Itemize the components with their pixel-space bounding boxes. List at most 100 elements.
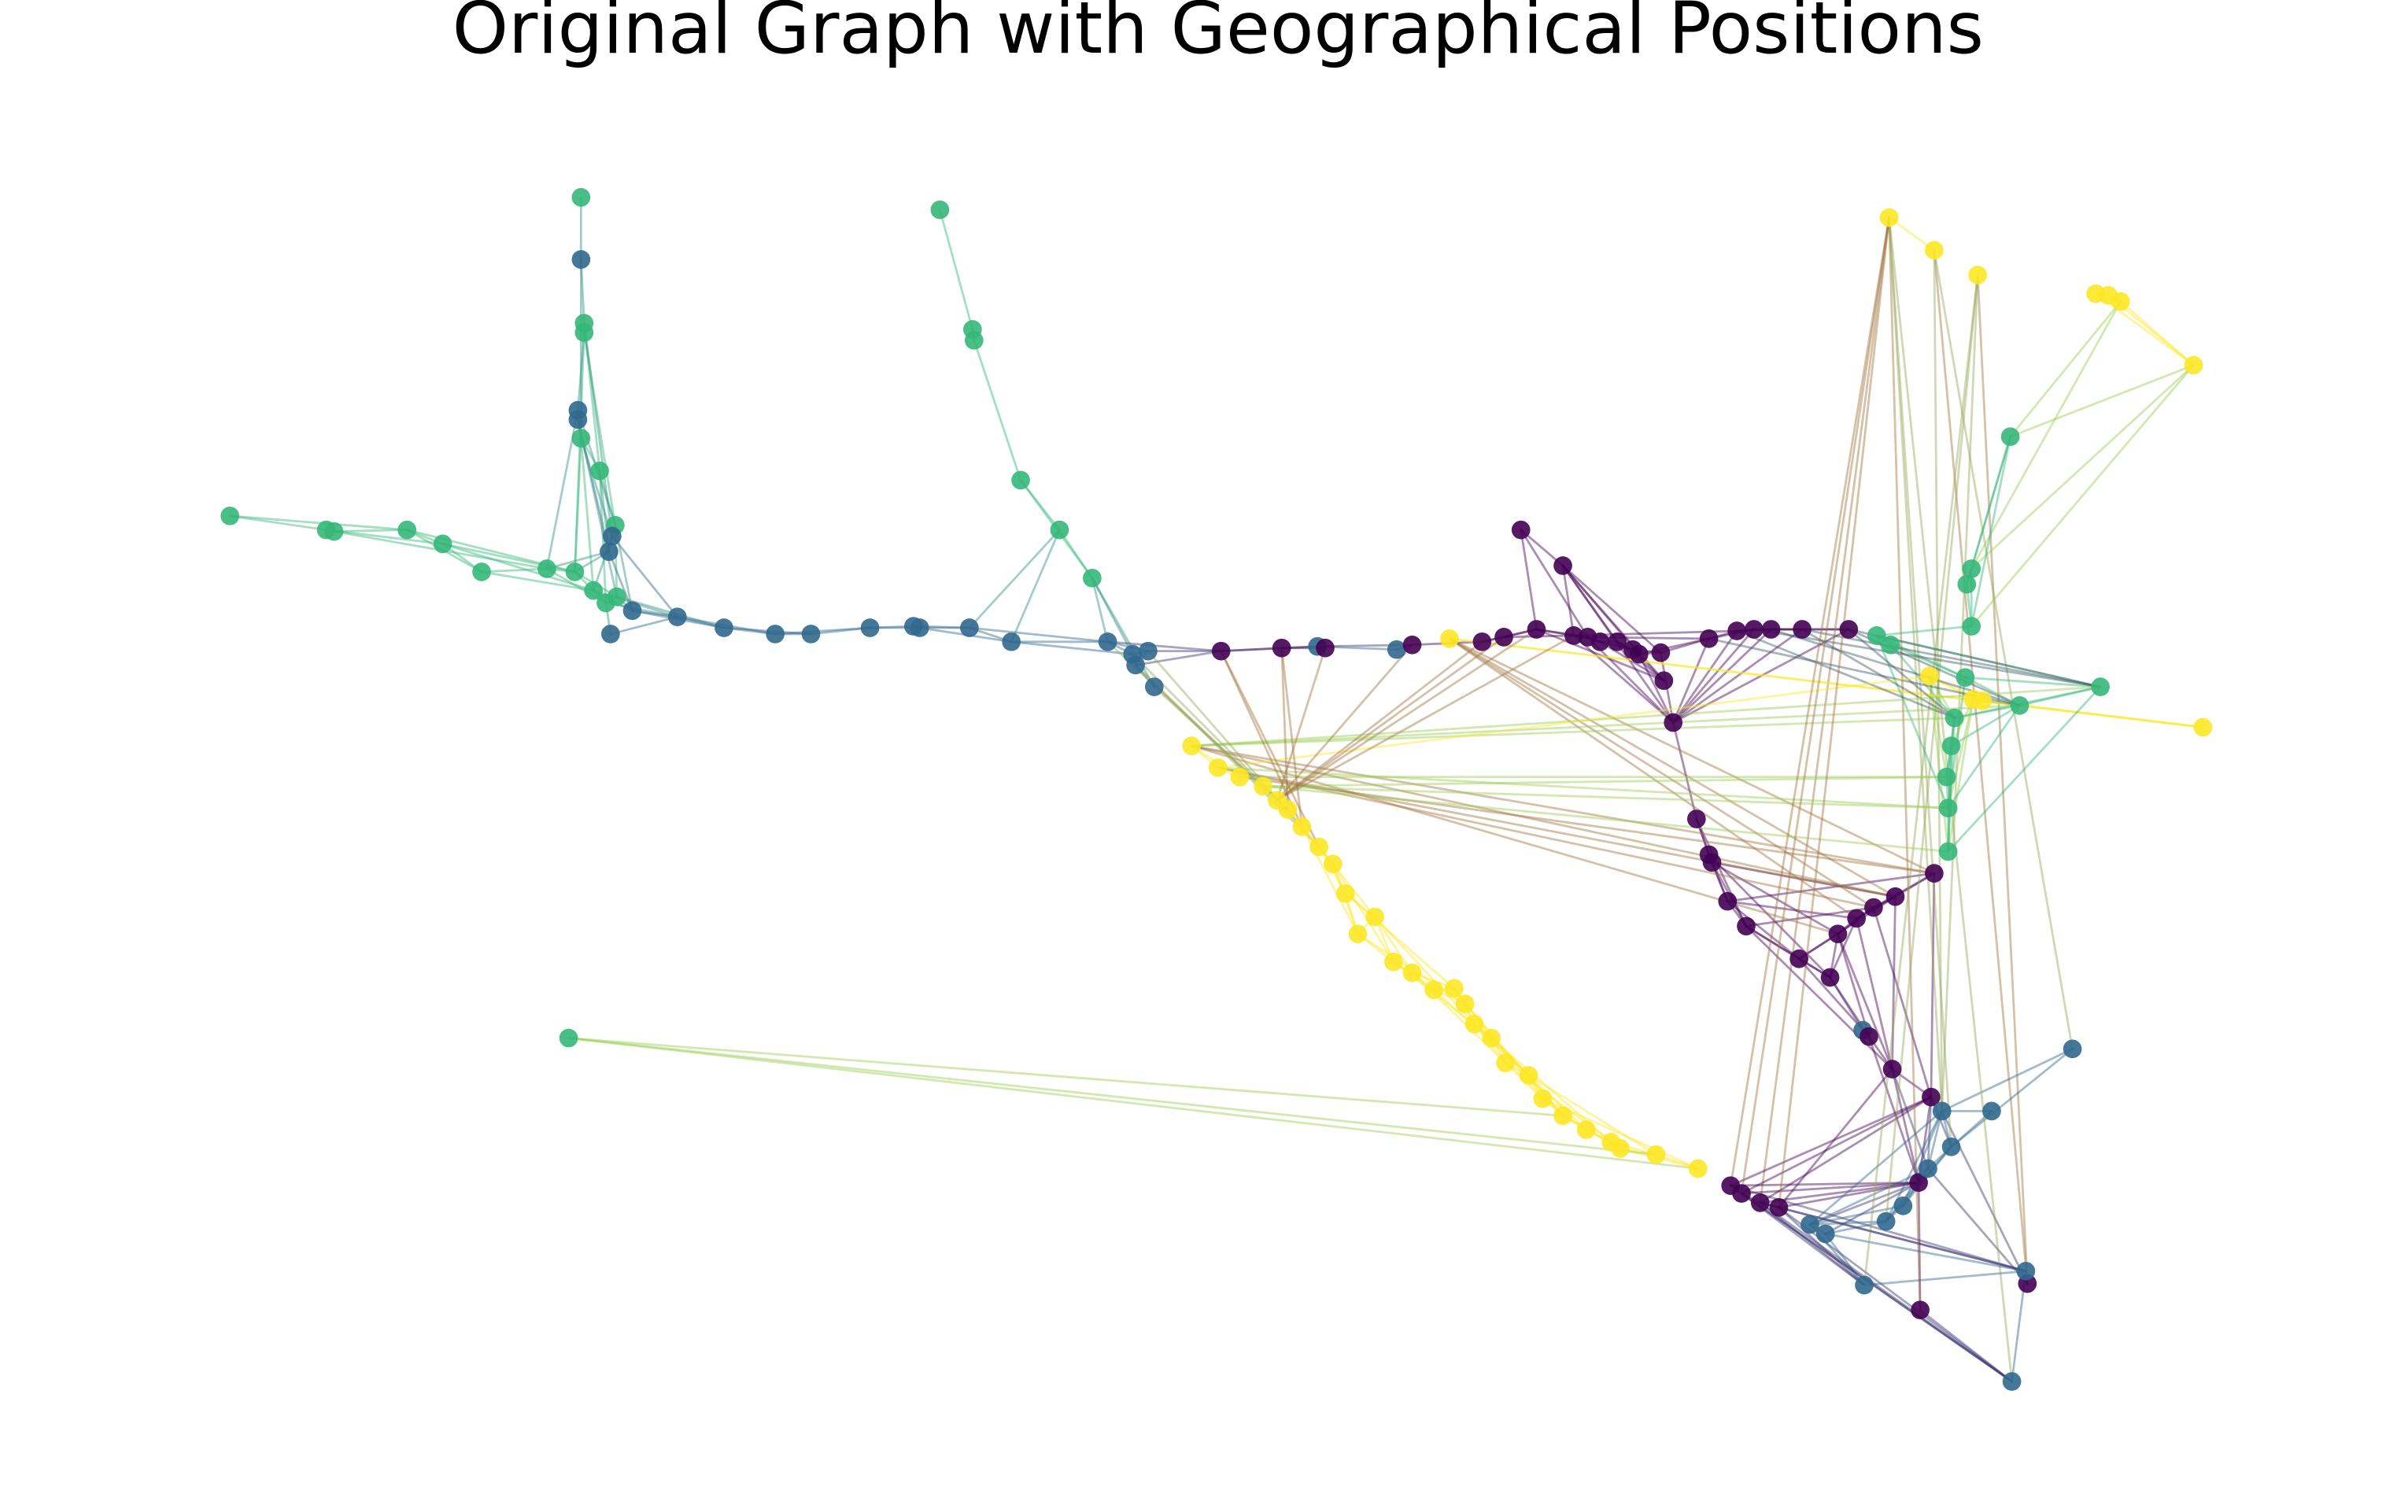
graph-edge — [1711, 861, 1896, 898]
graph-edge — [1448, 637, 1984, 703]
graph-node-green — [2091, 677, 2110, 696]
graph-edge — [1010, 640, 1134, 655]
graph-edge — [1933, 249, 2029, 1285]
graph-node-yellow — [1292, 817, 1312, 836]
graph-edge — [1917, 1181, 1922, 1311]
graph-node-purple — [1699, 629, 1719, 648]
graph-node-purple — [1718, 891, 1738, 911]
graph-edge — [325, 529, 445, 545]
graph-edge — [545, 550, 611, 570]
graph-node-purple — [1922, 1087, 1941, 1107]
graph-edge — [582, 331, 617, 527]
graph-edge — [480, 570, 595, 592]
graph-edge — [1889, 644, 1967, 679]
graph-edge — [1217, 766, 1896, 898]
graph-edge — [574, 331, 585, 573]
nodes-layer — [220, 188, 2213, 1391]
graph-edge — [1726, 900, 1858, 920]
graph-node-blue — [2063, 1039, 2082, 1059]
graph-edge — [1695, 817, 1748, 927]
graph-edge — [1928, 674, 1950, 853]
graph-edge — [1561, 564, 1665, 682]
graph-node-green — [571, 429, 591, 448]
graph-node-yellow — [1646, 1145, 1666, 1164]
graph-node-blue — [2002, 1372, 2022, 1391]
graph-node-purple — [1793, 620, 1812, 639]
graph-node-purple — [1702, 853, 1722, 872]
graph-edge — [611, 535, 679, 618]
graph-edge — [1970, 435, 2011, 628]
graph-node-purple — [1527, 620, 1546, 639]
graph-edge — [1778, 216, 1891, 1209]
graph-edge — [2119, 300, 2195, 367]
graph-edge — [1970, 363, 2195, 628]
graph-edge — [1276, 647, 1327, 802]
graph-edge — [1671, 628, 1850, 724]
graph-edge — [1217, 674, 1931, 769]
graph-node-blue — [1126, 655, 1145, 675]
graph-node-purple — [1629, 644, 1649, 664]
graph-node-purple — [1564, 626, 1583, 645]
graph-node-blue — [766, 625, 785, 644]
graph-node-blue — [1139, 641, 1158, 661]
graph-edge — [1708, 854, 1831, 979]
graph-edge — [1726, 872, 1936, 903]
graph-node-blue — [801, 625, 821, 644]
graph-edge — [1010, 529, 1061, 644]
graph-edge — [1759, 1201, 2027, 1273]
graph-edge — [1220, 647, 1283, 653]
graph-edge — [939, 208, 974, 331]
graph-edge — [228, 514, 408, 531]
graph-edge — [1561, 564, 1575, 637]
graph-edge — [1671, 628, 1804, 724]
graph-edge — [577, 331, 585, 411]
graph-edge — [1220, 645, 1319, 653]
graph-node-purple — [1402, 635, 1422, 655]
chart-title: Original Graph with Geographical Positio… — [452, 0, 1984, 70]
graph-node-blue — [601, 625, 620, 644]
graph-edge — [1019, 478, 1061, 531]
graph-node-green — [1867, 626, 1886, 645]
graph-node-green — [1941, 736, 1961, 756]
graph-edge — [1276, 628, 1538, 802]
graph-node-yellow — [1611, 1138, 1630, 1158]
graph-node-green — [559, 1028, 578, 1048]
graph-edge — [1888, 216, 1952, 1149]
graph-edge — [1855, 917, 1893, 1071]
graph-node-green — [584, 581, 603, 600]
graph-edge — [1671, 721, 1698, 821]
graph-node-purple — [1885, 887, 1905, 906]
graph-node-yellow — [1402, 963, 1422, 983]
graph-node-green — [1938, 798, 1958, 818]
graph-node-green — [565, 562, 585, 581]
graph-edge — [1947, 744, 1952, 853]
graph-edge — [1947, 704, 2021, 809]
graph-edge — [1888, 216, 1944, 1112]
graph-edge — [1220, 650, 1303, 828]
graph-node-green — [1050, 520, 1069, 540]
graph-node-blue — [715, 618, 733, 637]
graph-edge — [577, 418, 619, 598]
graph-node-green — [1962, 559, 1981, 578]
graph-edge — [1824, 1181, 1920, 1235]
graph-edge — [1963, 676, 2102, 688]
graph-edge — [1190, 744, 1896, 898]
graph-edge — [579, 437, 595, 592]
graph-node-yellow — [2111, 292, 2130, 312]
graph-edge — [1740, 1181, 1920, 1195]
graph-edge — [1926, 1096, 1933, 1170]
graph-edge — [1928, 674, 1948, 779]
graph-edge — [1863, 274, 1979, 1286]
graph-edge — [1190, 685, 2102, 747]
graph-edge — [1448, 637, 1896, 898]
graph-edge — [1970, 435, 2011, 570]
graph-edge — [574, 437, 582, 573]
graph-edge — [1863, 1270, 2027, 1286]
graph-edge — [1926, 1109, 1944, 1170]
graph-node-purple — [1882, 1060, 1902, 1079]
graph-edge — [1950, 704, 2021, 747]
graph-edge — [1344, 892, 1456, 990]
graph-edge — [1875, 625, 1973, 637]
graph-edge — [1561, 564, 1619, 644]
